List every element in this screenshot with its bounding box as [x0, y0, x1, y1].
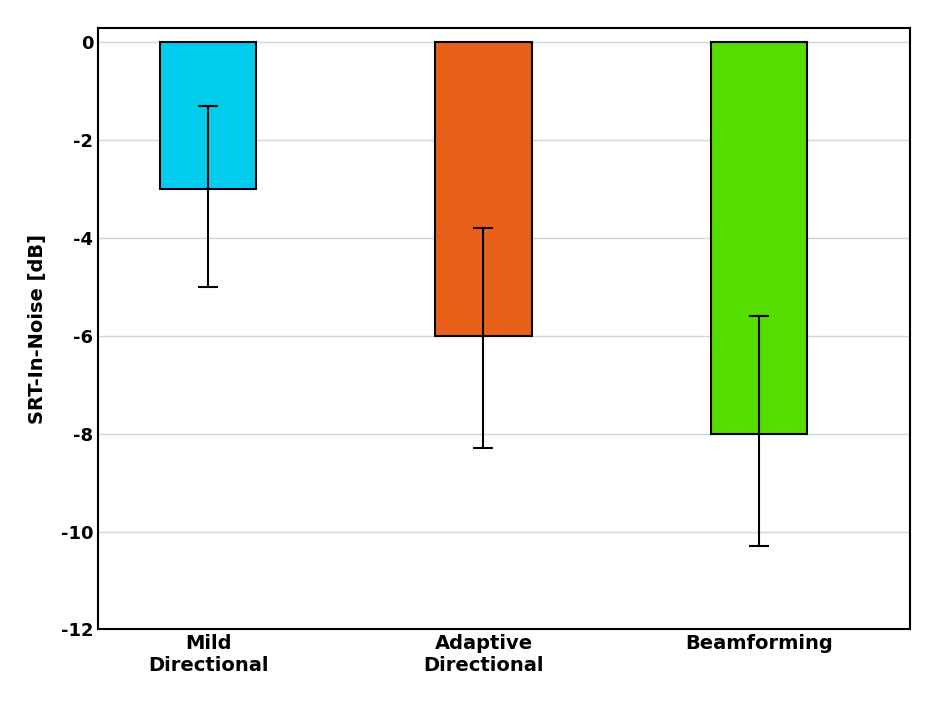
Bar	[435, 42, 532, 336]
Bar	[711, 42, 807, 434]
Bar	[160, 42, 256, 189]
Y-axis label: SRT-In-Noise [dB]: SRT-In-Noise [dB]	[28, 233, 47, 424]
